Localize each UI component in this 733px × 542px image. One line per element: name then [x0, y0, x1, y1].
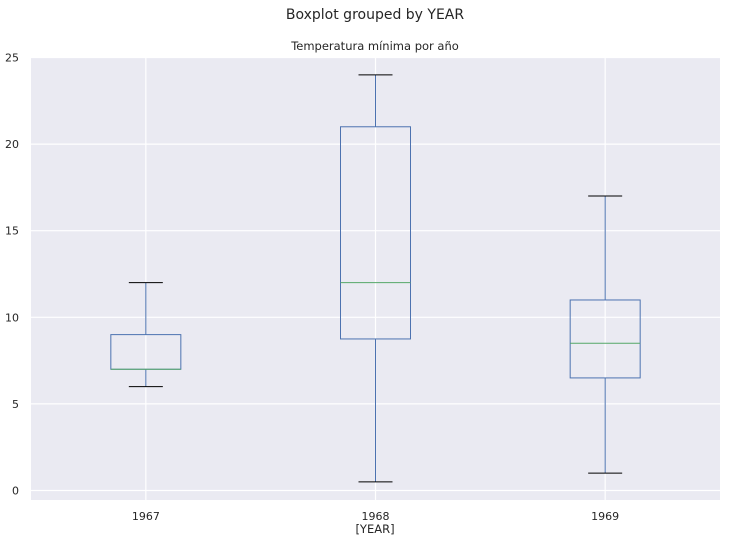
x-axis-ticks: 1967 1968 1969: [132, 510, 619, 523]
box-1969: [569, 195, 641, 474]
boxes-layer: [110, 74, 641, 483]
chart-suptitle: Boxplot grouped by YEAR: [286, 7, 465, 23]
iqr-box: [569, 299, 641, 379]
chart-title: Temperatura mínima por año: [290, 39, 459, 53]
iqr-box: [340, 126, 411, 340]
y-tick-label: 10: [5, 311, 19, 324]
x-tick-label: 1968: [362, 510, 390, 523]
y-tick-label: 20: [5, 138, 19, 151]
x-tick-label: 1967: [132, 510, 160, 523]
y-tick-label: 25: [5, 52, 19, 65]
y-axis-ticks: 0 5 10 15 20 25: [5, 52, 19, 498]
y-tick-label: 0: [12, 485, 19, 498]
y-tick-label: 5: [12, 398, 19, 411]
x-tick-label: 1969: [591, 510, 619, 523]
y-tick-label: 15: [5, 225, 19, 238]
box-1968: [340, 74, 411, 483]
x-axis-label: [YEAR]: [355, 522, 394, 536]
box-1967: [110, 282, 182, 388]
